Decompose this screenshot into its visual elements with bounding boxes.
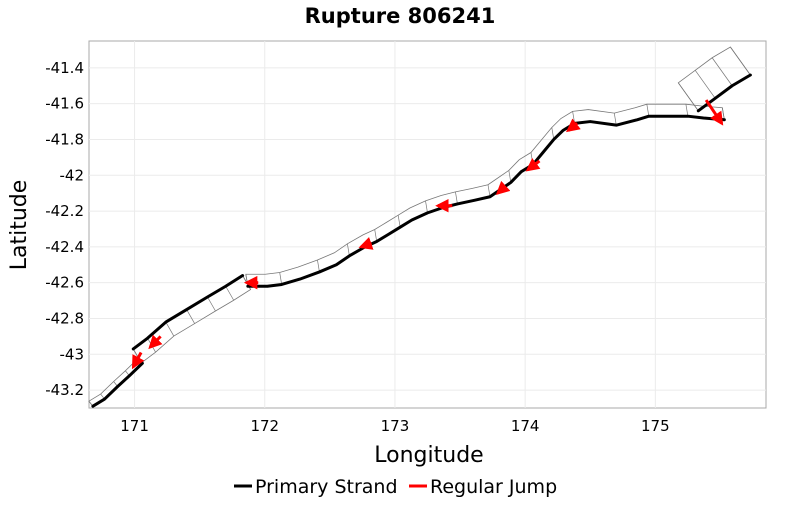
fault-outline-tick: [165, 321, 175, 337]
regular-jump-arrow: [495, 180, 511, 195]
regular-jump-arrow: [704, 99, 724, 126]
legend-label-primary-strand: Primary Strand: [255, 476, 398, 498]
fault-outline-tick: [225, 286, 235, 301]
fault-outline-tick: [455, 191, 458, 204]
legend: Primary Strand Regular Jump: [234, 476, 557, 498]
fault-outline-tick: [685, 104, 689, 117]
regular-jump-arrow: [131, 351, 145, 370]
fault-outline-tick: [721, 107, 725, 120]
fault-outline-tick: [613, 113, 617, 126]
y-tick-label: -41.6: [45, 95, 84, 113]
fault-outline-tick: [186, 309, 195, 324]
x-tick-label: 173: [381, 417, 410, 435]
fault-outline-tick: [678, 82, 699, 112]
y-tick-label: -43.2: [45, 381, 84, 399]
fault-outline-tick: [711, 57, 733, 86]
regular-jump-arrow: [148, 334, 163, 350]
y-axis-label: Latitude: [7, 180, 32, 271]
grid: [89, 41, 766, 408]
y-tick-label: -41.4: [45, 59, 84, 77]
fault-outline-tick: [279, 272, 283, 285]
fault-outline-tick: [730, 46, 751, 76]
regular-jump-arrow: [525, 157, 541, 172]
chart-title: Rupture 806241: [305, 4, 496, 28]
fault-outline-tick: [425, 200, 428, 213]
primary-strand-line: [696, 73, 752, 113]
y-tick-label: -41.8: [45, 130, 84, 148]
legend-label-regular-jump: Regular Jump: [430, 476, 557, 498]
axis-ticks: 171 172 173 174 175 -41.4 -41.6 -41.8 -42 -42.2 -4…: [45, 59, 669, 435]
y-tick-label: -43: [60, 345, 85, 363]
y-tick-label: -42.2: [45, 202, 84, 220]
fault-outline-tick: [317, 259, 320, 272]
primary-strand-line: [131, 274, 245, 351]
fault-outline-tick: [694, 70, 716, 99]
x-tick-label: 172: [250, 417, 279, 435]
y-tick-label: -42.8: [45, 309, 84, 327]
fault-outline-tick: [646, 104, 650, 117]
x-tick-label: 175: [641, 417, 670, 435]
fault-outline-tick: [487, 184, 491, 197]
plot-area: [88, 40, 767, 409]
regular-jump-arrow: [358, 236, 374, 250]
plot-frame: [88, 40, 767, 409]
regular-jump-arrow: [565, 118, 581, 133]
primary-strand-line: [91, 361, 144, 408]
x-axis-label: Longitude: [374, 443, 483, 468]
x-tick-label: 171: [120, 417, 149, 435]
y-tick-label: -42.4: [45, 238, 84, 256]
y-tick-label: -42.6: [45, 274, 84, 292]
fault-outline-tick: [508, 170, 512, 183]
primary-strand-line: [246, 114, 726, 288]
series-group: [91, 73, 752, 408]
fault-outline-tick: [347, 243, 350, 256]
fault-outline-tick: [374, 229, 378, 242]
x-tick-label: 174: [511, 417, 540, 435]
fault-outline-tick: [207, 296, 216, 312]
fault-outline-tick: [551, 127, 555, 140]
y-tick-label: -42: [60, 166, 85, 184]
fault-outline-tick: [397, 215, 401, 228]
